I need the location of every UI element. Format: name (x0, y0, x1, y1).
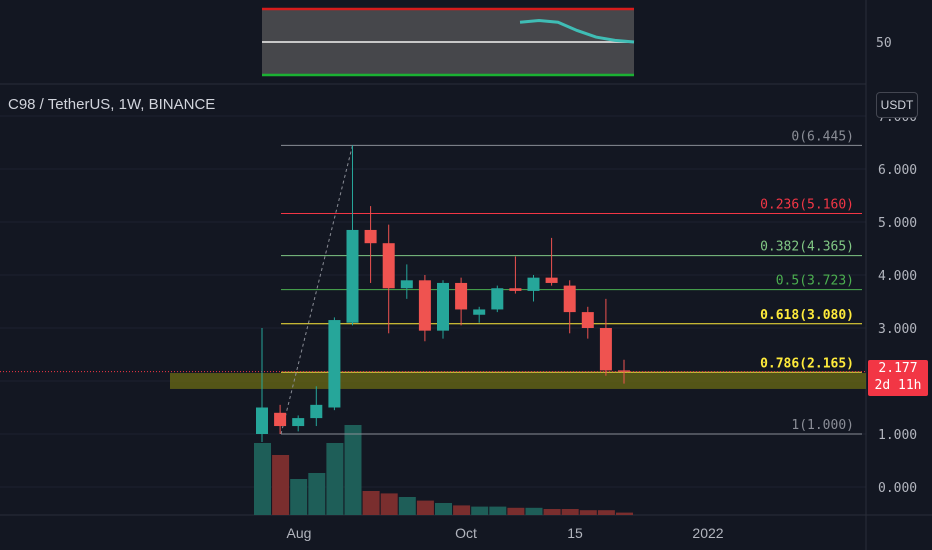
fib-level-label: 0.5(3.723) (776, 274, 854, 289)
time-tick-label: 15 (567, 525, 583, 541)
candle-body (599, 328, 612, 371)
candle-body (382, 243, 395, 289)
candle-body (292, 418, 305, 427)
indicator-pane: 50 (262, 7, 892, 77)
candle-body (563, 285, 576, 313)
volume-bar (254, 443, 271, 515)
volume-bar (471, 506, 489, 515)
fib-trend-line (280, 145, 353, 435)
candle-body (400, 280, 413, 289)
candle-body (527, 277, 540, 291)
volume-bar (489, 506, 507, 515)
candle-body (328, 320, 341, 408)
candle-body (364, 229, 377, 244)
volume-bar (326, 443, 344, 515)
volume-bar (579, 510, 597, 515)
volume-bar (561, 509, 579, 515)
volume-bar (453, 505, 471, 515)
volume-bar (597, 510, 615, 515)
candle-body (437, 282, 449, 331)
time-axis: Aug Oct 15 2022 (287, 525, 724, 541)
fib-level-label: 1(1.000) (791, 418, 854, 433)
last-price-tag: 2.177 2d 11h (868, 360, 928, 396)
fib-level-label: 0(6.445) (791, 129, 854, 144)
volume-bar (272, 455, 290, 515)
time-tick-label: Aug (287, 525, 312, 541)
support-zone-band (170, 373, 866, 389)
volume-bar (616, 512, 633, 515)
volume-bar (380, 493, 398, 515)
candle-body (618, 370, 630, 372)
support-zone (170, 373, 866, 389)
fib-level-label: 0.786(2.165) (760, 356, 854, 371)
volume-bar (308, 473, 326, 515)
volume-bar (543, 509, 561, 515)
volume-bar (398, 497, 416, 515)
indicator-series (519, 19, 635, 44)
candle-body (509, 288, 522, 291)
candles (256, 145, 630, 442)
price-tick-label: 6.000 (878, 163, 917, 178)
price-tick-label: 5.000 (878, 216, 917, 231)
last-price: 2.177 (878, 361, 918, 376)
candle-body (274, 412, 287, 427)
candle-body (491, 288, 504, 310)
volume-bar (507, 507, 525, 515)
volume-bar (525, 507, 543, 515)
price-tick-label: 1.000 (878, 428, 917, 443)
volume-bar (290, 479, 308, 515)
volume-bar (362, 491, 380, 515)
candle-body (455, 282, 468, 310)
volume-bar (435, 503, 452, 515)
bar-countdown: 2d 11h (874, 378, 922, 393)
time-tick-label: Oct (455, 525, 477, 541)
fib-level-label: 0.382(4.365) (760, 240, 854, 255)
volume-bars (254, 425, 633, 515)
fib-level-label: 0.618(3.080) (760, 308, 854, 323)
symbol-title: C98 / TetherUS, 1W, BINANCE (8, 96, 216, 113)
candle-body (581, 312, 594, 328)
volume-bar (344, 425, 362, 515)
price-tick-label: 4.000 (878, 269, 917, 284)
fib-retracement: 0(6.445) 0.236(5.160) 0.382(4.365) 0.5(3.72… (0, 129, 866, 435)
fib-level-label: 0.236(5.160) (760, 198, 854, 213)
currency-button[interactable]: USDT (876, 92, 918, 118)
candle-body (346, 229, 359, 323)
candle-body (545, 277, 558, 283)
candle-body (310, 404, 323, 419)
volume-bar (416, 500, 434, 515)
time-tick-label: 2022 (692, 525, 723, 541)
candle-body (418, 280, 431, 331)
candle-body (256, 407, 268, 434)
indicator-level-label: 50 (876, 36, 892, 51)
price-tick-label: 3.000 (878, 322, 917, 337)
candle-body (473, 309, 486, 315)
price-tick-label: 0.000 (878, 481, 917, 496)
